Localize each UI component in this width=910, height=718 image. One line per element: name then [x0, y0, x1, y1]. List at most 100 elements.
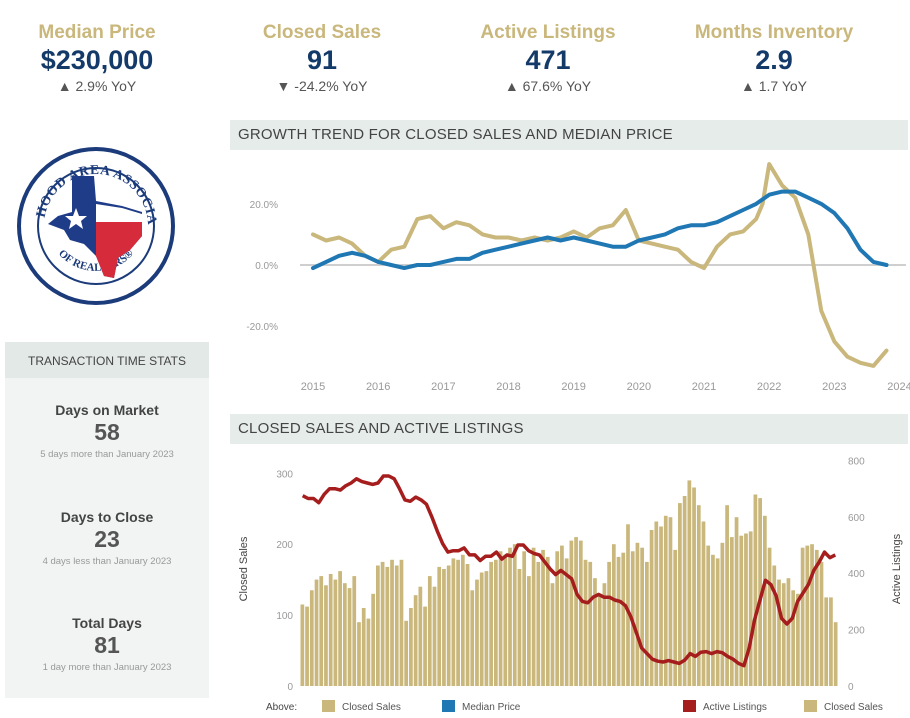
closed-sales-bar [560, 545, 564, 686]
x-tick-label: 2021 [692, 381, 716, 393]
closed-sales-bar [451, 558, 456, 686]
kpi-months-inventory: Months Inventory 2.9 ▲ 1.7 YoY [674, 22, 874, 94]
closed-sales-bar [777, 579, 781, 686]
legend-label: Median Price [462, 702, 521, 713]
x-tick-label: 2015 [301, 381, 325, 393]
closed-sales-bar [678, 503, 682, 686]
closed-sales-bar [545, 556, 550, 686]
growth-trend-chart: 20.0% 0.0% -20.0% 2015 2016 2017 2018 2019 2020 2… [246, 162, 910, 393]
y2-tick-label: 600 [848, 513, 865, 524]
kpi-value: $230,000 [40, 45, 154, 75]
kpi-active-listings: Active Listings 471 ▲ 67.6% YoY [448, 22, 648, 94]
closed-sales-bar [319, 576, 324, 686]
closed-sales-bar [597, 593, 602, 686]
closed-sales-listings-title: CLOSED SALES AND ACTIVE LISTINGS [230, 414, 908, 444]
closed-sales-bar [470, 590, 475, 686]
y-tick-label: 200 [276, 540, 293, 551]
closed-sales-bar [328, 574, 333, 686]
closed-sales-bar [720, 542, 725, 686]
closed-sales-bar [626, 524, 630, 686]
closed-sales-bar [498, 551, 503, 686]
kpi-change: ▼ -24.2% YoY [276, 78, 368, 94]
legend-swatch [683, 700, 696, 712]
closed-sales-bar [574, 537, 578, 686]
texas-flag-shape [48, 176, 142, 278]
kpi-label: Closed Sales [262, 22, 382, 43]
closed-sales-bar [324, 585, 328, 686]
stat-days-on-market: Days on Market 58 5 days more than Janua… [5, 402, 209, 460]
stat-title: Days on Market [55, 402, 159, 418]
closed-sales-bar [781, 583, 786, 686]
x-tick-label: 2019 [561, 381, 585, 393]
closed-sales-bar [588, 561, 593, 686]
closed-sales-bar [527, 576, 531, 686]
closed-sales-bar [654, 521, 659, 686]
y-tick-label: -20.0% [246, 322, 278, 333]
active-listings-line [301, 474, 837, 668]
closed-sales-bar [711, 554, 715, 686]
closed-sales-bar [305, 606, 309, 686]
series-line-median-price [311, 189, 889, 271]
y2-tick-label: 200 [848, 626, 865, 637]
closed-sales-bar [357, 622, 361, 686]
closed-sales-bar [399, 559, 404, 686]
kpi-change: ▲ 2.9% YoY [57, 78, 137, 94]
closed-sales-bar [314, 579, 319, 686]
x-tick-label: 2016 [366, 381, 390, 393]
stat-value: 58 [94, 419, 120, 445]
x-tick-label: 2020 [627, 381, 651, 393]
closed-sales-bar [739, 535, 744, 686]
closed-sales-bar [456, 559, 460, 686]
closed-sales-bar [786, 578, 791, 686]
closed-sales-bar [805, 545, 810, 686]
closed-sales-bar [701, 521, 706, 686]
stat-sub: 5 days more than January 2023 [40, 449, 174, 460]
closed-sales-bar [352, 576, 357, 686]
closed-sales-bar [390, 559, 394, 686]
closed-sales-bar [442, 569, 446, 686]
closed-sales-bar [503, 554, 508, 686]
x-tick-label: 2023 [822, 381, 846, 393]
closed-sales-bar [583, 559, 588, 686]
growth-trend-title: GROWTH TREND FOR CLOSED SALES AND MEDIAN… [230, 120, 908, 150]
closed-sales-bar [602, 583, 607, 686]
legend-label: Active Listings [703, 702, 767, 713]
closed-sales-bar [338, 571, 342, 686]
closed-sales-bar [413, 595, 418, 686]
kpi-value: 91 [306, 45, 338, 75]
y-tick-label: 20.0% [250, 200, 278, 211]
closed-sales-bar [380, 561, 385, 686]
y-axis-label: Closed Sales [238, 536, 250, 601]
stats-title: TRANSACTION TIME STATS [5, 342, 209, 378]
closed-sales-bar [508, 547, 512, 686]
closed-sales-bar [649, 530, 654, 686]
closed-sales-bar [460, 554, 465, 686]
x-tick-label: 2017 [431, 381, 455, 393]
closed-sales-bar [663, 515, 668, 686]
closed-sales-bar [366, 618, 371, 686]
closed-sales-bar [555, 551, 560, 686]
y-tick-label: 300 [276, 469, 293, 480]
closed-sales-bar [758, 498, 762, 686]
y2-axis-label: Active Listings [891, 533, 903, 604]
closed-sales-bar [800, 547, 805, 686]
closed-sales-bar [437, 566, 442, 686]
closed-sales-bar [371, 593, 376, 686]
closed-sales-bar [465, 564, 470, 686]
closed-sales-bar [772, 565, 777, 686]
closed-sales-bar [512, 544, 517, 686]
closed-sales-bar [423, 606, 427, 686]
kpi-value: 471 [525, 45, 571, 75]
closed-sales-bar [744, 533, 748, 686]
closed-sales-bar [376, 565, 380, 686]
closed-sales-bar [829, 597, 833, 686]
closed-sales-bar [409, 608, 413, 686]
closed-sales-bar [819, 561, 824, 686]
y2-tick-label: 0 [848, 682, 854, 693]
closed-sales-bar [536, 561, 541, 686]
stat-days-to-close: Days to Close 23 4 days less than Januar… [5, 509, 209, 567]
closed-sales-bar [300, 604, 305, 686]
kpi-median-price: Median Price $230,000 ▲ 2.9% YoY [0, 22, 197, 94]
association-logo: FORT HOOD AREA ASSOCIATION OF REALTORS® [14, 146, 175, 305]
closed-sales-bar [479, 572, 484, 686]
